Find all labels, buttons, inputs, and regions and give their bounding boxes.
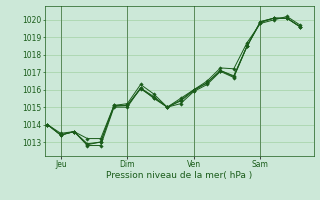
X-axis label: Pression niveau de la mer( hPa ): Pression niveau de la mer( hPa ) — [106, 171, 252, 180]
